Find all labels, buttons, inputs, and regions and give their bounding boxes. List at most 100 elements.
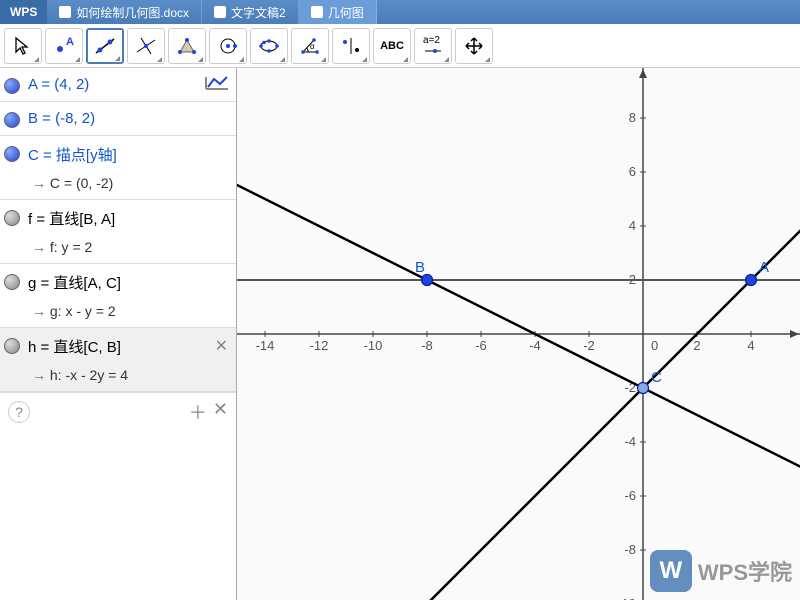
svg-text:10: 10 <box>622 68 636 71</box>
algebra-item[interactable]: B = (-8, 2) <box>0 102 236 136</box>
line-g[interactable] <box>237 118 800 600</box>
algebra-footer: ? ＋ ✕ <box>0 392 236 431</box>
definition-text: C = 描点[y轴] <box>28 144 230 165</box>
reflect-icon <box>340 36 362 56</box>
visibility-marble[interactable] <box>4 274 20 290</box>
svg-text:-6: -6 <box>475 338 487 353</box>
cursor-tool[interactable] <box>4 28 42 64</box>
algebra-item[interactable]: h = 直线[C, B]h: -x - 2y = 4✕ <box>0 328 236 392</box>
dropdown-corner-icon <box>362 57 367 62</box>
svg-text:-14: -14 <box>256 338 275 353</box>
value-text: h: -x - 2y = 4 <box>32 367 230 383</box>
move-icon <box>463 36 485 56</box>
point-icon: A <box>53 36 75 56</box>
svg-text:A: A <box>66 36 74 48</box>
polygon-tool[interactable] <box>168 28 206 64</box>
svg-text:-10: -10 <box>617 596 636 600</box>
app-logo: WPS <box>0 0 47 24</box>
point-C[interactable] <box>638 383 649 394</box>
reflect-tool[interactable] <box>332 28 370 64</box>
value-text: f: y = 2 <box>32 239 230 255</box>
dropdown-corner-icon <box>321 57 326 62</box>
svg-text:-2: -2 <box>583 338 595 353</box>
algebra-panel: A = (4, 2) B = (-8, 2) C = 描点[y轴] C = (0, -… <box>0 68 237 600</box>
point-B[interactable] <box>422 275 433 286</box>
value-text: g: x - y = 2 <box>32 303 230 319</box>
doc-icon <box>214 6 226 18</box>
definition-text: B = (-8, 2) <box>28 110 230 127</box>
algebra-item[interactable]: f = 直线[B, A] f: y = 2 <box>0 200 236 264</box>
visibility-marble[interactable] <box>4 112 20 128</box>
document-tab[interactable]: 几何图 <box>299 0 377 24</box>
coordinate-plane: -16-14-12-10-8-6-4-20246-10-8-6-4-224681… <box>237 68 800 600</box>
line-icon <box>94 36 116 56</box>
point-label: C <box>651 369 662 386</box>
visibility-marble[interactable] <box>4 146 20 162</box>
tab-label: 文字文稿2 <box>231 4 286 21</box>
circle-icon <box>217 36 239 56</box>
slider-tool[interactable]: a=2 <box>414 28 452 64</box>
visibility-marble[interactable] <box>4 338 20 354</box>
svg-text:-8: -8 <box>421 338 433 353</box>
doc-icon <box>59 6 71 18</box>
dropdown-corner-icon <box>75 57 80 62</box>
conic-icon <box>258 36 280 56</box>
watermark-text: WPS学院 <box>698 555 792 587</box>
title-bar: WPS 如何绘制几何图.docx 文字文稿2 几何图 <box>0 0 800 24</box>
dropdown-corner-icon <box>485 57 490 62</box>
circle-tool[interactable] <box>209 28 247 64</box>
document-tab[interactable]: 如何绘制几何图.docx <box>47 0 202 24</box>
conic-tool[interactable] <box>250 28 288 64</box>
dropdown-corner-icon <box>115 56 120 61</box>
clear-button[interactable]: ✕ <box>213 399 228 425</box>
definition-text: g = 直线[A, C] <box>28 272 230 293</box>
svg-text:-10: -10 <box>364 338 383 353</box>
dropdown-corner-icon <box>444 57 449 62</box>
value-text: C = (0, -2) <box>32 175 230 191</box>
algebra-item[interactable]: A = (4, 2) <box>0 68 236 102</box>
svg-text:6: 6 <box>629 164 636 179</box>
definition-text: f = 直线[B, A] <box>28 208 230 229</box>
point-tool[interactable]: A <box>45 28 83 64</box>
svg-text:8: 8 <box>629 110 636 125</box>
document-tab[interactable]: 文字文稿2 <box>202 0 299 24</box>
svg-text:-4: -4 <box>529 338 541 353</box>
algebra-item[interactable]: C = 描点[y轴] C = (0, -2) <box>0 136 236 200</box>
point-A[interactable] <box>746 275 757 286</box>
text-tool[interactable]: ABC <box>373 28 411 64</box>
help-button[interactable]: ? <box>8 401 30 423</box>
watermark: W WPS学院 <box>650 550 792 592</box>
doc-icon <box>311 6 323 18</box>
dropdown-corner-icon <box>157 57 162 62</box>
toolbar: Aα ABCa=2 <box>0 24 800 68</box>
watermark-logo-icon: W <box>650 550 692 592</box>
delete-item-button[interactable]: ✕ <box>215 336 228 356</box>
svg-text:4: 4 <box>747 338 754 353</box>
visibility-marble[interactable] <box>4 78 20 94</box>
angle-tool[interactable]: α <box>291 28 329 64</box>
algebra-item[interactable]: g = 直线[A, C] g: x - y = 2 <box>0 264 236 328</box>
line-tool[interactable] <box>86 28 124 64</box>
dropdown-corner-icon <box>280 57 285 62</box>
panel-toggle-icon[interactable] <box>204 74 230 95</box>
add-button[interactable]: ＋ <box>189 399 207 425</box>
angle-icon: α <box>299 36 321 56</box>
line-h[interactable] <box>237 118 800 523</box>
svg-text:-4: -4 <box>624 434 636 449</box>
dropdown-corner-icon <box>34 57 39 62</box>
visibility-marble[interactable] <box>4 210 20 226</box>
tab-label: 如何绘制几何图.docx <box>76 4 189 21</box>
dropdown-corner-icon <box>239 57 244 62</box>
point-label: B <box>415 259 425 276</box>
graph-canvas[interactable]: -16-14-12-10-8-6-4-20246-10-8-6-4-224681… <box>237 68 800 600</box>
perpendicular-tool[interactable] <box>127 28 165 64</box>
dropdown-corner-icon <box>403 57 408 62</box>
definition-text: A = (4, 2) <box>28 76 230 93</box>
point-label: A <box>759 259 769 276</box>
main-area: A = (4, 2) B = (-8, 2) C = 描点[y轴] C = (0, -… <box>0 68 800 600</box>
move-view-tool[interactable] <box>455 28 493 64</box>
perpendicular-icon <box>135 36 157 56</box>
tab-label: 几何图 <box>328 4 364 21</box>
dropdown-corner-icon <box>198 57 203 62</box>
svg-text:-6: -6 <box>624 488 636 503</box>
